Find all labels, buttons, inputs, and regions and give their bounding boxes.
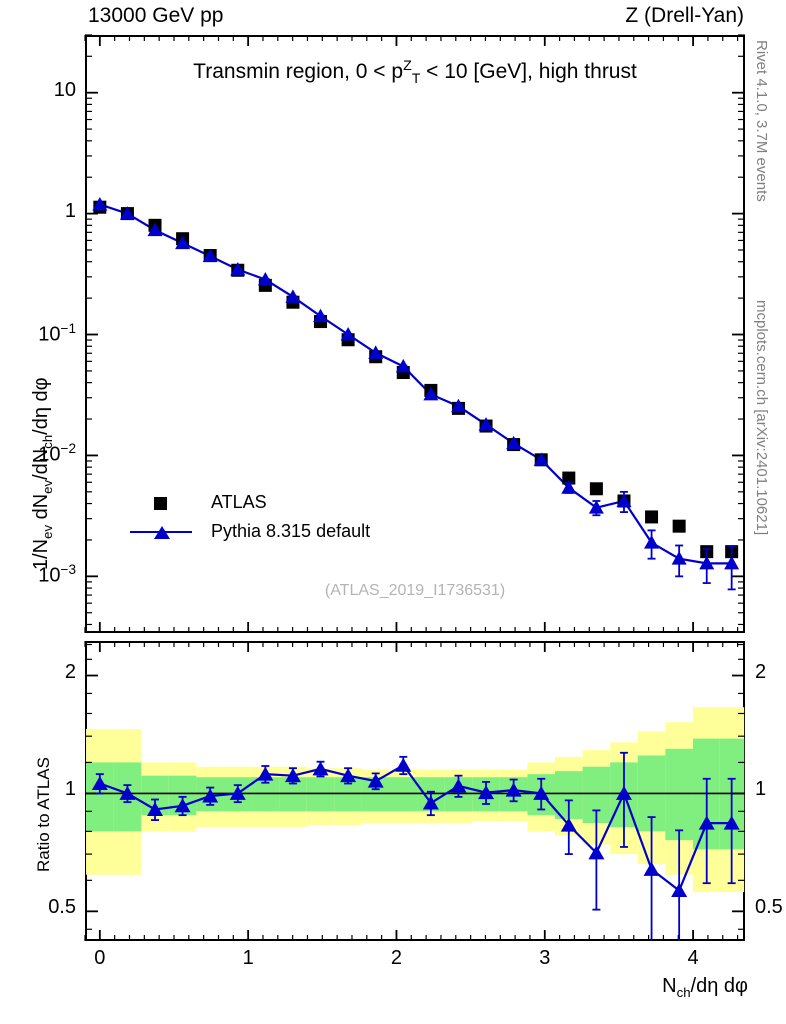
y-tick-label-ratio-left: 2 bbox=[64, 660, 76, 683]
x-axis-label-pre: N bbox=[662, 975, 677, 997]
ratio-point-triangle bbox=[422, 795, 439, 810]
ratio-point-triangle bbox=[450, 778, 467, 793]
ratio-point-triangle bbox=[367, 773, 384, 788]
ratio-point-triangle bbox=[174, 798, 191, 813]
y-tick-label-main: 1 bbox=[64, 199, 76, 222]
mc-point-triangle bbox=[506, 435, 522, 450]
legend: ATLAS Pythia 8.315 default bbox=[125, 488, 370, 546]
mc-point-triangle bbox=[423, 386, 439, 401]
ratio-point-triangle bbox=[91, 776, 108, 791]
x-axis-label-post: /dη dφ bbox=[690, 975, 748, 997]
plot-title-post: < 10 [GeV], high thrust bbox=[420, 60, 637, 83]
ratio-point-triangle bbox=[257, 766, 274, 781]
data-point-square bbox=[589, 482, 603, 496]
mc-point-triangle bbox=[92, 196, 108, 211]
analysis-watermark: (ATLAS_2019_I1736531) bbox=[324, 582, 506, 599]
legend-label-pythia: Pythia 8.315 default bbox=[211, 521, 371, 541]
x-tick-label: 0 bbox=[94, 947, 106, 969]
mc-point-triangle bbox=[450, 398, 466, 413]
ratio-point-triangle bbox=[147, 801, 164, 816]
x-axis-label-sub: ch bbox=[676, 985, 691, 1000]
mc-point-triangle bbox=[285, 289, 301, 303]
x-axis-label: Nch/dη dφ bbox=[662, 975, 748, 1000]
legend-marker-triangle-line bbox=[125, 522, 203, 542]
data-point-square bbox=[562, 471, 576, 485]
mc-point-triangle bbox=[644, 535, 660, 549]
header-process: Z (Drell-Yan) bbox=[625, 4, 744, 27]
mc-point-triangle bbox=[147, 222, 163, 237]
ratio-point-triangle bbox=[340, 768, 357, 783]
y-tick-label-main: 10−3 bbox=[38, 562, 76, 587]
legend-item-pythia: Pythia 8.315 default bbox=[125, 517, 370, 546]
mc-point-triangle bbox=[671, 551, 687, 565]
mc-point-triangle bbox=[230, 261, 246, 276]
x-tick-label: 2 bbox=[390, 947, 403, 969]
main-plot-panel bbox=[85, 35, 745, 633]
plot-title: Transmin region, 0 < pZT < 10 [GeV], hig… bbox=[85, 58, 745, 86]
mc-point-triangle bbox=[119, 206, 135, 220]
y-tick-label-main: 10−2 bbox=[38, 441, 76, 467]
mc-point-triangle bbox=[202, 248, 218, 263]
y-tick-label-ratio-left: 0.5 bbox=[48, 896, 76, 919]
mc-point-triangle bbox=[313, 308, 329, 323]
ratio-point-triangle bbox=[312, 761, 329, 776]
ratio-point-triangle bbox=[698, 815, 715, 830]
header-beam-info: 13000 GeV pp bbox=[88, 4, 224, 27]
ratio-point-triangle bbox=[478, 785, 495, 800]
mc-point-triangle bbox=[257, 272, 273, 286]
y-tick-label-main: 10 bbox=[53, 78, 76, 101]
mc-point-triangle bbox=[588, 500, 604, 514]
y-tick-label-main: 10−1 bbox=[38, 320, 76, 346]
data-point-square bbox=[645, 510, 659, 524]
plot-title-pre: Transmin region, 0 < p bbox=[193, 60, 404, 83]
mc-point-triangle bbox=[340, 327, 356, 341]
mc-point-triangle bbox=[699, 555, 715, 570]
mc-point-triangle bbox=[478, 417, 494, 431]
ratio-point-triangle bbox=[284, 768, 301, 783]
ratio-uncertainty-inner-bin bbox=[306, 777, 335, 812]
ratio-uncertainty-inner-bin bbox=[389, 777, 418, 812]
ratio-point-triangle bbox=[671, 883, 688, 898]
y-tick-label-ratio-left: 1 bbox=[64, 778, 76, 801]
ratio-point-triangle bbox=[723, 815, 740, 830]
ratio-point-triangle bbox=[615, 785, 632, 800]
y-tick-label-ratio-right: 2 bbox=[755, 660, 767, 683]
ratio-point-triangle bbox=[560, 817, 577, 832]
x-tick-label: 3 bbox=[539, 947, 551, 969]
ratio-point-triangle bbox=[395, 757, 412, 772]
legend-item-atlas: ATLAS bbox=[125, 488, 370, 517]
legend-label-atlas: ATLAS bbox=[211, 492, 267, 512]
mc-point-triangle bbox=[724, 555, 740, 570]
y-tick-label-ratio-right: 1 bbox=[755, 778, 767, 801]
mc-point-triangle bbox=[533, 452, 549, 466]
ratio-point-triangle bbox=[533, 785, 550, 800]
mc-point-triangle bbox=[368, 345, 384, 359]
plot-title-sub: T bbox=[411, 70, 421, 87]
mc-point-triangle bbox=[395, 358, 411, 373]
ratio-y-axis-label: Ratio to ATLAS bbox=[34, 757, 53, 872]
data-point-square bbox=[672, 519, 686, 533]
ratio-point-triangle bbox=[202, 788, 219, 803]
mc-point-triangle bbox=[616, 493, 632, 507]
ratio-point-triangle bbox=[588, 845, 605, 860]
ratio-uncertainty-inner-bin bbox=[665, 748, 693, 841]
ratio-point-triangle bbox=[119, 785, 136, 800]
ratio-point-triangle bbox=[643, 861, 660, 876]
ratio-uncertainty-inner-bin bbox=[86, 762, 114, 832]
ratio-point-triangle bbox=[505, 782, 522, 797]
ratio-point-triangle bbox=[229, 785, 246, 800]
mc-point-triangle bbox=[175, 235, 191, 250]
plot-title-sup: Z bbox=[403, 58, 412, 74]
legend-marker-square bbox=[125, 493, 203, 513]
mc-point-triangle bbox=[561, 480, 577, 494]
y-tick-label-ratio-right: 0.5 bbox=[755, 896, 783, 919]
x-tick-label: 4 bbox=[687, 947, 699, 969]
x-tick-label: 1 bbox=[242, 947, 254, 969]
